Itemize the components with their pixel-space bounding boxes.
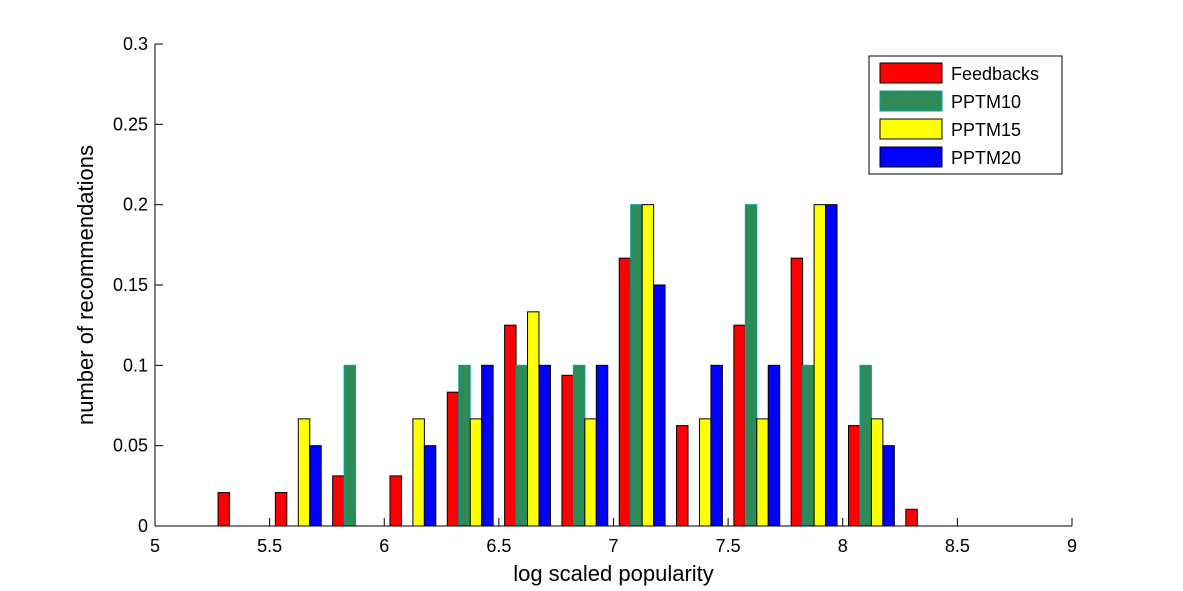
legend-label-feedbacks: Feedbacks	[951, 64, 1039, 84]
y-tick-label: 0.3	[123, 34, 148, 54]
bar-pptm10-7	[572, 364, 586, 527]
x-axis-label: log scaled popularity	[513, 561, 714, 586]
bar-feedbacks-5	[446, 391, 460, 527]
bar-feedbacks-3	[332, 475, 345, 527]
y-tick-label: 0.05	[113, 436, 148, 456]
bar-pptm10-11	[802, 364, 815, 527]
bar-feedbacks-6	[504, 324, 517, 527]
x-tick-label: 6	[379, 536, 389, 556]
bar-pptm20-9	[710, 364, 723, 527]
bar-pptm15-5	[469, 418, 483, 527]
bar-feedbacks-1	[217, 492, 230, 527]
x-tick-label: 5.5	[257, 536, 282, 556]
bar-feedbacks-4	[389, 475, 402, 527]
bar-pptm15-4	[412, 418, 425, 527]
bar-feedbacks-13	[905, 508, 918, 527]
bar-pptm10-8	[630, 204, 643, 527]
bar-feedbacks-12	[847, 425, 861, 527]
legend-label-pptm10: PPTM10	[951, 92, 1021, 112]
bar-pptm10-6	[515, 364, 529, 527]
y-tick-label: 0.15	[113, 275, 148, 295]
y-tick-label: 0.25	[113, 114, 148, 134]
y-tick-label: 0	[138, 516, 148, 536]
bar-feedbacks-8	[618, 257, 632, 527]
x-tick-label: 5	[150, 536, 160, 556]
bar-pptm15-9	[698, 418, 712, 527]
bar-pptm15-7	[584, 418, 597, 527]
x-tick-label: 6.5	[486, 536, 511, 556]
y-tick-label: 0.1	[123, 355, 148, 375]
bar-feedbacks-7	[561, 374, 574, 527]
bar-pptm20-12	[882, 445, 895, 527]
legend-swatch-feedbacks	[879, 62, 943, 84]
legend-swatch-pptm10	[879, 90, 943, 112]
x-tick-label: 8	[838, 536, 848, 556]
bar-pptm20-5	[481, 364, 494, 527]
bars-layer	[217, 204, 918, 527]
bar-feedbacks-10	[733, 324, 746, 527]
bar-pptm10-5	[458, 364, 471, 527]
legend: Feedbacks PPTM10 PPTM15 PPTM20	[868, 55, 1063, 175]
legend-swatch-pptm15	[879, 118, 943, 140]
bar-pptm15-11	[813, 204, 827, 527]
y-tick-label: 0.2	[123, 195, 148, 215]
bar-pptm20-2	[309, 445, 322, 527]
bar-pptm10-10	[744, 204, 758, 527]
bar-pptm20-4	[423, 445, 437, 527]
bar-pptm20-7	[595, 364, 609, 527]
x-tick-label: 7.5	[716, 536, 741, 556]
bar-pptm15-12	[870, 418, 884, 527]
bar-feedbacks-11	[790, 257, 804, 527]
bar-pptm15-10	[756, 418, 769, 527]
x-tick-label: 7	[608, 536, 618, 556]
bar-pptm20-6	[538, 364, 551, 527]
y-axis-label: number of recommendations	[73, 145, 98, 425]
bar-pptm10-12	[859, 364, 872, 527]
legend-label-pptm15: PPTM15	[951, 120, 1021, 140]
legend-label-pptm20: PPTM20	[951, 148, 1021, 168]
bar-pptm10-3	[343, 364, 357, 527]
bar-pptm15-8	[641, 204, 655, 527]
bar-pptm15-6	[527, 311, 540, 527]
legend-swatch-pptm20	[879, 146, 943, 168]
labels-layer: log scaled popularity number of recommen…	[73, 145, 714, 586]
bar-pptm20-11	[825, 204, 838, 527]
bar-feedbacks-2	[274, 492, 288, 527]
bar-pptm20-10	[767, 364, 781, 527]
bar-pptm15-2	[297, 418, 311, 527]
x-tick-label: 8.5	[945, 536, 970, 556]
bar-feedbacks-9	[676, 425, 689, 527]
x-tick-label: 9	[1067, 536, 1077, 556]
bar-pptm20-8	[653, 284, 666, 527]
axes-layer: 5 5.5 6 6.5 7 7.5 8 8.5 9 0 0.05 0.1 0.15 0.2 0.25 0.3	[113, 34, 1077, 556]
